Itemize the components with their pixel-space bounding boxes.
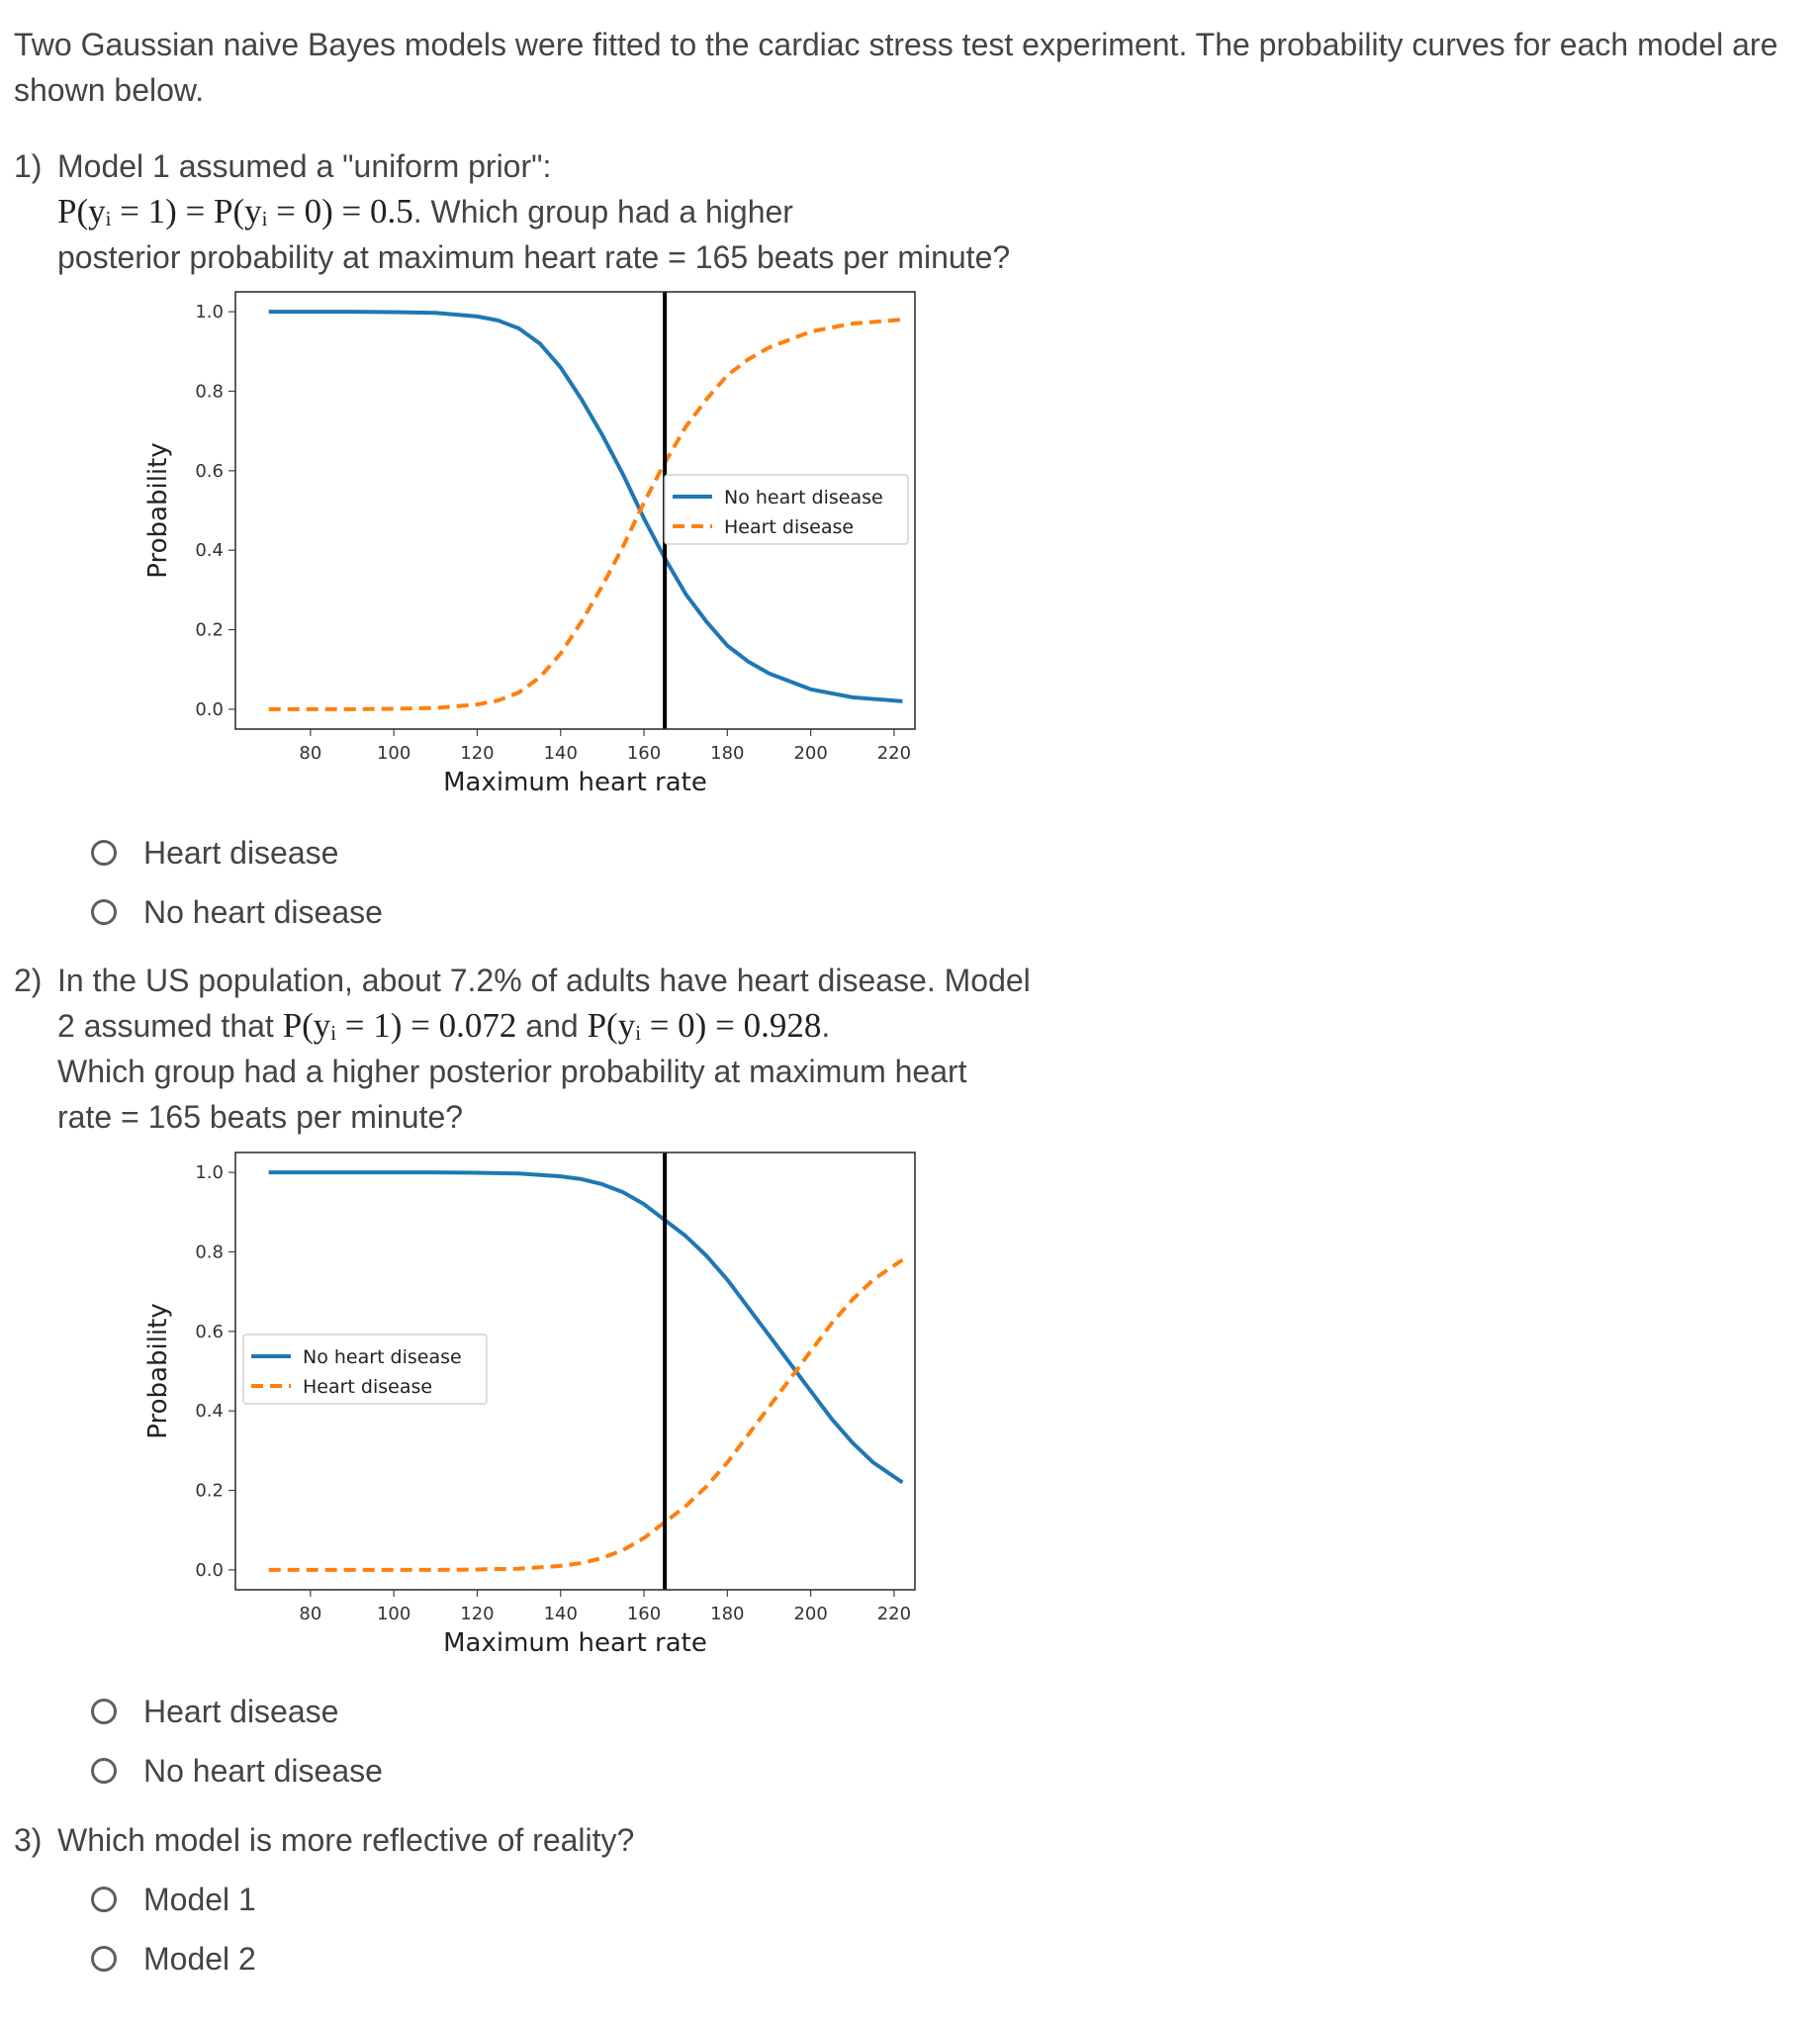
options-q3: Model 1 Model 2 xyxy=(91,1870,256,1988)
y-tick-label: 0.4 xyxy=(195,540,224,561)
x-tick-label: 220 xyxy=(877,743,911,764)
option-label: No heart disease xyxy=(143,893,383,930)
x-tick-label: 120 xyxy=(460,1604,494,1624)
y-tick-label: 1.0 xyxy=(195,1162,224,1183)
legend-box xyxy=(664,474,909,545)
question-text: . xyxy=(821,1008,831,1044)
y-tick-label: 0.4 xyxy=(195,1401,224,1422)
x-tick-label: 100 xyxy=(377,743,410,764)
x-tick-label: 180 xyxy=(710,1604,744,1624)
y-tick-label: 0.6 xyxy=(195,1322,224,1342)
option-no-heart-disease[interactable]: No heart disease xyxy=(91,882,383,942)
intro-text: Two Gaussian naive Bayes models were fit… xyxy=(14,27,1778,108)
legend-label: No heart disease xyxy=(303,1346,462,1368)
question-text: . Which group had a higher xyxy=(412,194,793,230)
option-heart-disease[interactable]: Heart disease xyxy=(91,823,383,882)
y-axis-label: Probability xyxy=(143,442,173,578)
y-tick-label: 1.0 xyxy=(195,302,224,323)
radio-button[interactable] xyxy=(91,840,117,866)
radio-button[interactable] xyxy=(91,1758,117,1784)
chart-model-2: 0.0 0.2 0.4 0.6 0.8 1.0 80 100 120 140 160 180 200 22… xyxy=(143,1152,916,1658)
y-tick-label: 0.8 xyxy=(195,381,224,402)
radio-button[interactable] xyxy=(91,1887,117,1912)
option-model-2[interactable]: Model 2 xyxy=(91,1929,256,1988)
question-number: 3) xyxy=(14,1822,43,1858)
series-line-heart-disease xyxy=(268,1257,904,1572)
option-model-1[interactable]: Model 1 xyxy=(91,1870,256,1929)
legend-label: No heart disease xyxy=(724,487,883,508)
x-axis-label: Maximum heart rate xyxy=(443,768,707,797)
question-text: 2 assumed that xyxy=(57,1008,274,1044)
question-text: rate = 165 beats per minute? xyxy=(57,1099,464,1135)
prior-formula: P(yᵢ = 1) = P(yᵢ = 0) = 0.5 xyxy=(57,192,413,230)
question-text: Which group had a higher posterior proba… xyxy=(57,1054,967,1089)
y-tick-label: 0.2 xyxy=(195,1481,224,1502)
radio-button[interactable] xyxy=(91,1946,117,1972)
options-q1: Heart disease No heart disease xyxy=(91,823,383,942)
series-line-heart-disease xyxy=(268,318,903,711)
question-text: Model 1 assumed a "uniform prior": xyxy=(57,148,552,184)
question-number: 2) xyxy=(14,963,43,998)
question-1: 1) Model 1 assumed a "uniform prior": P(… xyxy=(14,143,1102,280)
radio-button[interactable] xyxy=(91,1699,117,1724)
plot-frame xyxy=(234,291,916,730)
radio-button[interactable] xyxy=(91,899,117,925)
option-heart-disease[interactable]: Heart disease xyxy=(91,1682,383,1741)
legend-label: Heart disease xyxy=(303,1376,432,1398)
question-text: Which model is more reflective of realit… xyxy=(57,1822,635,1858)
series-line-no-heart-disease xyxy=(268,310,903,703)
x-tick-label: 80 xyxy=(299,743,321,764)
series-line-no-heart-disease xyxy=(268,1170,904,1485)
option-label: Model 1 xyxy=(143,1881,256,1917)
x-tick-label: 140 xyxy=(544,1604,578,1624)
prior-formula-0: P(yᵢ = 0) = 0.928 xyxy=(587,1006,822,1045)
x-tick-label: 160 xyxy=(627,743,661,764)
x-axis-label: Maximum heart rate xyxy=(443,1628,707,1658)
y-tick-label: 0.8 xyxy=(195,1242,224,1262)
y-tick-label: 0.0 xyxy=(195,699,224,720)
y-tick-label: 0.2 xyxy=(195,620,224,641)
y-axis-label: Probability xyxy=(143,1303,173,1438)
prior-formula-1: P(yᵢ = 1) = 0.072 xyxy=(282,1006,517,1045)
options-q2: Heart disease No heart disease xyxy=(91,1682,383,1800)
legend: No heart disease Heart disease xyxy=(242,1334,488,1405)
x-tick-label: 80 xyxy=(299,1604,321,1624)
option-label: No heart disease xyxy=(143,1752,383,1789)
x-tick-label: 120 xyxy=(460,743,494,764)
x-tick-label: 160 xyxy=(627,1604,661,1624)
option-label: Heart disease xyxy=(143,1693,339,1729)
x-tick-label: 200 xyxy=(793,743,827,764)
y-tick-label: 0.6 xyxy=(195,461,224,482)
question-text: posterior probability at maximum heart r… xyxy=(57,239,1011,275)
plot-frame xyxy=(234,1152,916,1591)
chart-model-1: 0.0 0.2 0.4 0.6 0.8 1.0 80 100 120 140 160 180 200 22… xyxy=(143,291,916,797)
y-tick-label: 0.0 xyxy=(195,1560,224,1581)
legend-label: Heart disease xyxy=(724,516,854,538)
x-tick-label: 220 xyxy=(877,1604,911,1624)
legend-box xyxy=(242,1334,488,1405)
x-tick-label: 200 xyxy=(793,1604,827,1624)
x-tick-label: 100 xyxy=(377,1604,410,1624)
option-label: Model 2 xyxy=(143,1940,256,1977)
option-label: Heart disease xyxy=(143,834,339,871)
legend: No heart disease Heart disease xyxy=(664,474,909,545)
question-3: 3) Which model is more reflective of rea… xyxy=(14,1817,1102,1863)
question-2: 2) In the US population, about 7.2% of a… xyxy=(14,958,1102,1140)
question-text: and xyxy=(525,1008,579,1044)
question-number: 1) xyxy=(14,148,43,184)
question-text: In the US population, about 7.2% of adul… xyxy=(57,963,1031,998)
x-tick-label: 180 xyxy=(710,743,744,764)
x-tick-label: 140 xyxy=(544,743,578,764)
option-no-heart-disease[interactable]: No heart disease xyxy=(91,1741,383,1800)
